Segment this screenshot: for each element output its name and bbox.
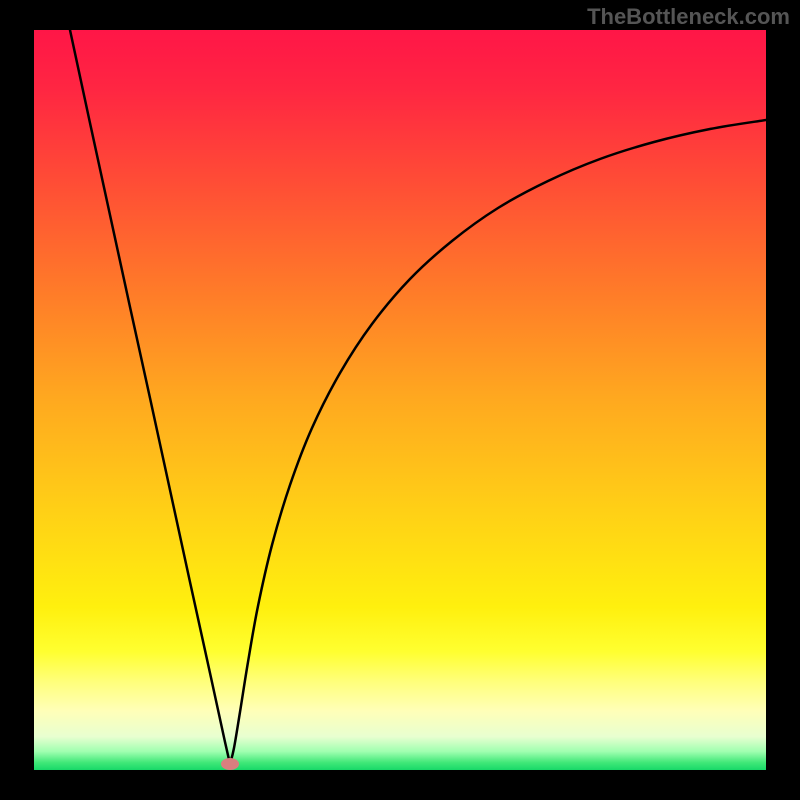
- watermark-text: TheBottleneck.com: [587, 4, 790, 30]
- minimum-marker: [221, 758, 239, 770]
- bottleneck-chart: [0, 0, 800, 800]
- chart-container: TheBottleneck.com: [0, 0, 800, 800]
